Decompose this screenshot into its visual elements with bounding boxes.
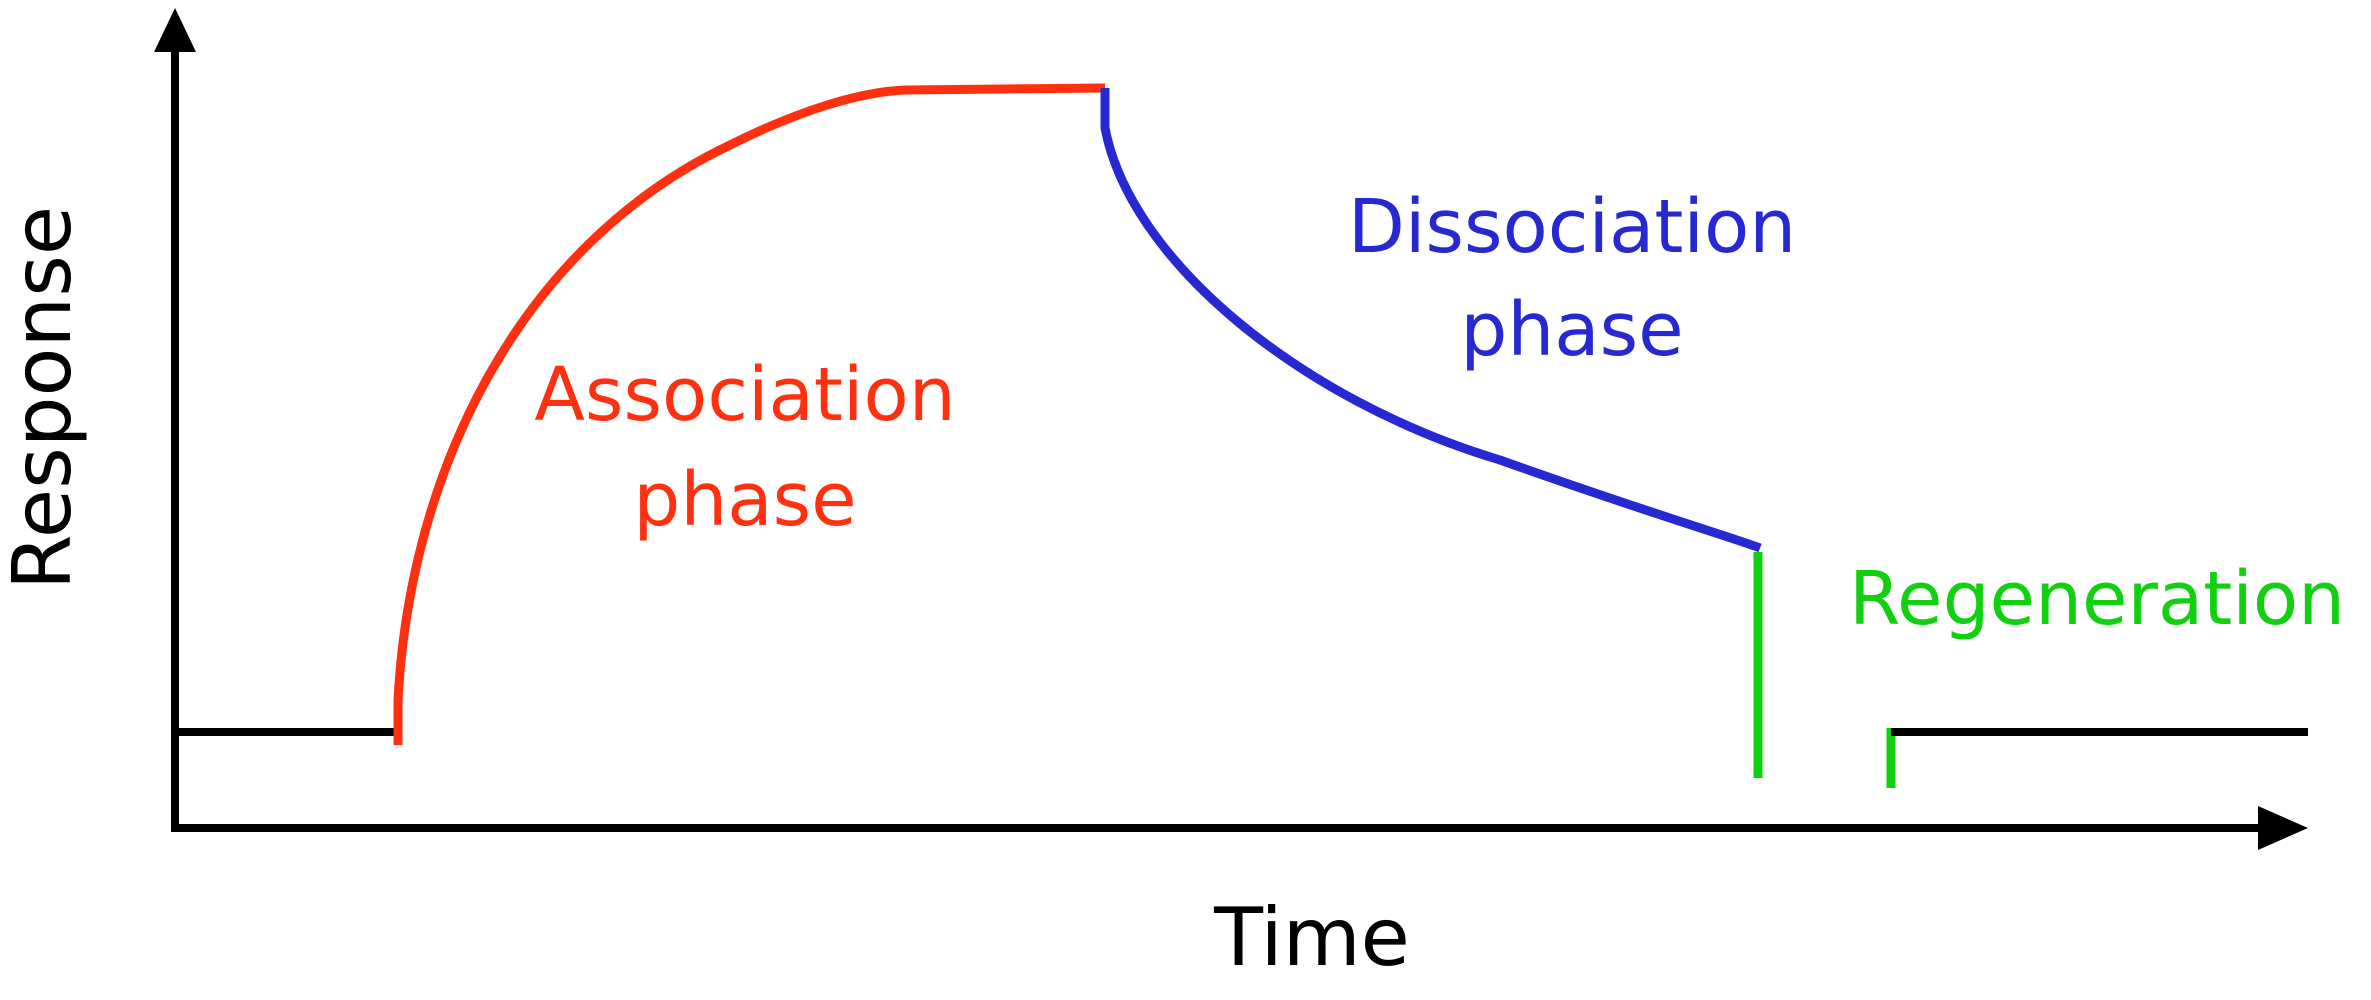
x-axis-arrowhead xyxy=(2258,806,2308,850)
dissociation-curve xyxy=(1100,88,1762,553)
x-axis-label: Time xyxy=(1213,891,1410,984)
association-label-line1: Association xyxy=(534,352,955,438)
association-curve xyxy=(393,83,1106,745)
regeneration-label: Regeneration xyxy=(1849,556,2345,642)
y-axis-arrowhead xyxy=(154,8,196,52)
association-label-line2: phase xyxy=(633,457,856,543)
dissociation-label-line1: Dissociation xyxy=(1348,184,1796,270)
y-axis-label: Response xyxy=(0,206,89,590)
dissociation-label-line2: phase xyxy=(1460,287,1683,373)
